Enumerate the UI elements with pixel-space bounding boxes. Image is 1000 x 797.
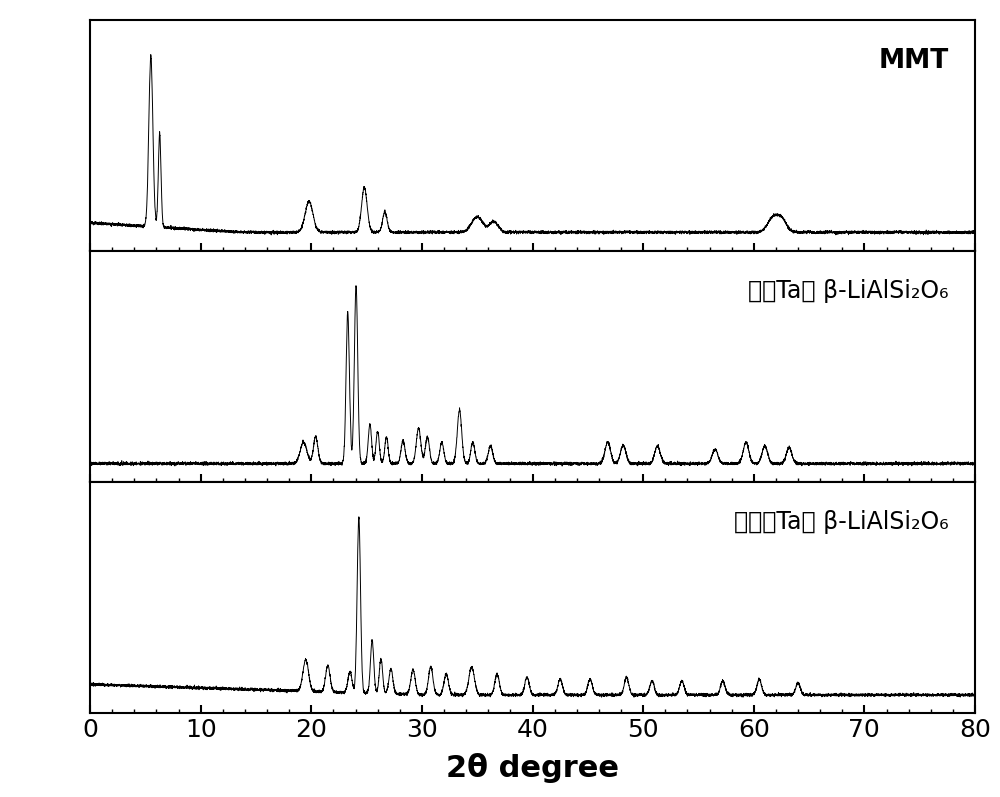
X-axis label: 2θ degree: 2θ degree (446, 753, 619, 783)
Text: MMT: MMT (878, 48, 948, 73)
Text: 掺杂Ta的 β-LiAlSi₂O₆: 掺杂Ta的 β-LiAlSi₂O₆ (748, 279, 948, 303)
Text: 未掺杂Ta的 β-LiAlSi₂O₆: 未掺杂Ta的 β-LiAlSi₂O₆ (734, 510, 948, 534)
